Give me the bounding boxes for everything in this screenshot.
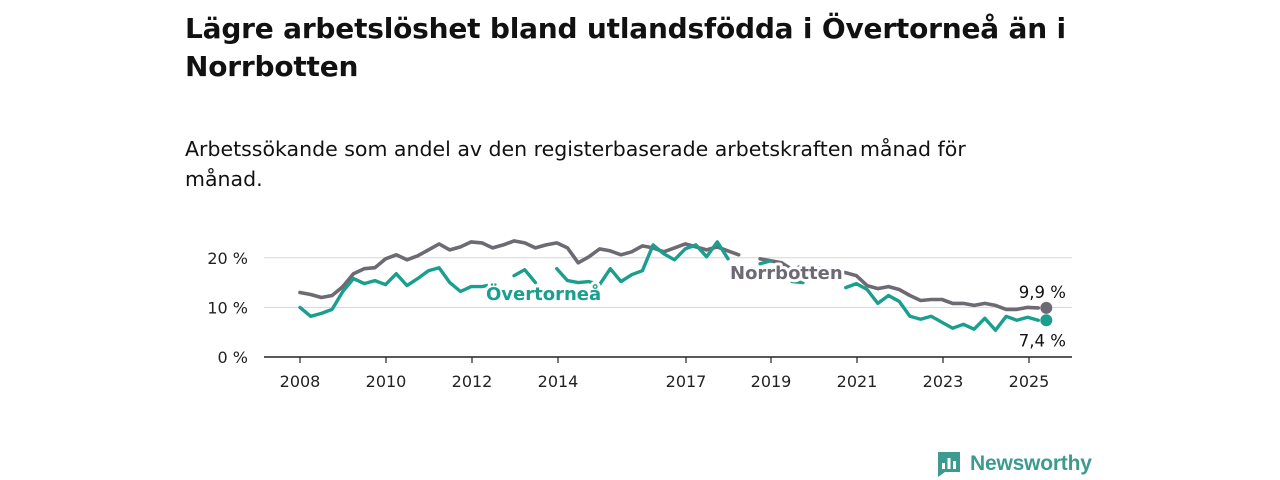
y-tick-label: 20 %	[207, 249, 248, 268]
brand-logo[interactable]: Newsworthy	[936, 449, 1092, 479]
line-chart: 0 % 10 % 20 % 2008 2010 2012 2014 2017 2019 2021 2…	[207, 239, 1072, 391]
x-tick-label: 2025	[1009, 372, 1050, 391]
series-label-norrbotten: Norrbotten	[730, 263, 843, 284]
end-point-norrbotten	[1040, 301, 1053, 314]
y-tick-label: 0 %	[218, 348, 248, 367]
end-point-overtornea	[1040, 314, 1053, 327]
newsworthy-logo-icon	[938, 451, 960, 477]
x-tick-label: 2012	[452, 372, 493, 391]
y-tick-label: 10 %	[207, 298, 248, 317]
x-tick-label: 2010	[366, 372, 407, 391]
end-label-overtornea: 7,4 %	[1019, 331, 1066, 350]
x-tick-label: 2021	[837, 372, 878, 391]
x-tick-label: 2023	[923, 372, 964, 391]
page-subtitle: Arbetssökande som andel av den registerb…	[185, 137, 966, 191]
series-line-norrbotten	[298, 239, 1041, 312]
x-tick-label: 2019	[751, 372, 792, 391]
x-tick-label: 2008	[280, 372, 321, 391]
end-label-norrbotten: 9,9 %	[1019, 283, 1066, 302]
series-line-overtornea	[298, 240, 1040, 332]
series-label-halo-norrbotten: Norrbotten	[730, 263, 843, 284]
x-tick-label: 2017	[666, 372, 707, 391]
page-title: Lägre arbetslöshet bland utlandsfödda i …	[185, 12, 1066, 83]
series-label-halo-overtornea: Övertorneå	[486, 283, 601, 305]
series-label-overtornea: Övertorneå	[486, 283, 601, 305]
brand-name: Newsworthy	[970, 452, 1092, 475]
x-tick-label: 2014	[538, 372, 579, 391]
